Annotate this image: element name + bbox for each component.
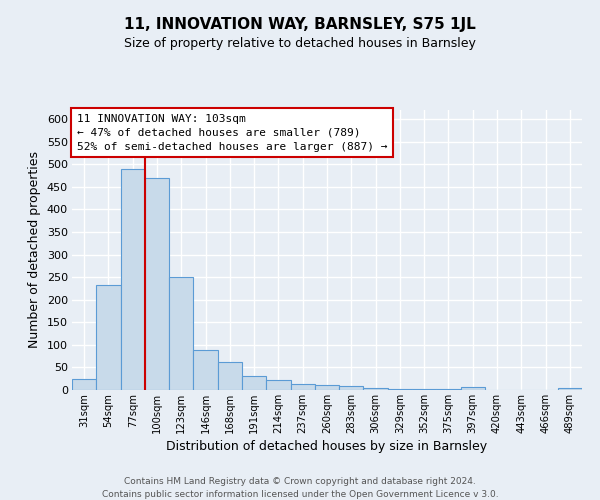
Bar: [436, 389, 461, 390]
Bar: [388, 388, 412, 390]
Bar: [364, 388, 388, 390]
Text: 11, INNOVATION WAY, BARNSLEY, S75 1JL: 11, INNOVATION WAY, BARNSLEY, S75 1JL: [124, 18, 476, 32]
Bar: [558, 388, 582, 390]
Y-axis label: Number of detached properties: Number of detached properties: [28, 152, 41, 348]
Text: Contains HM Land Registry data © Crown copyright and database right 2024.: Contains HM Land Registry data © Crown c…: [124, 478, 476, 486]
Bar: [121, 168, 145, 390]
Bar: [266, 380, 290, 390]
Text: Contains public sector information licensed under the Open Government Licence v : Contains public sector information licen…: [101, 490, 499, 499]
Text: Size of property relative to detached houses in Barnsley: Size of property relative to detached ho…: [124, 38, 476, 51]
X-axis label: Distribution of detached houses by size in Barnsley: Distribution of detached houses by size …: [166, 440, 488, 453]
Bar: [145, 178, 169, 390]
Bar: [315, 386, 339, 390]
Text: 11 INNOVATION WAY: 103sqm
← 47% of detached houses are smaller (789)
52% of semi: 11 INNOVATION WAY: 103sqm ← 47% of detac…: [77, 114, 388, 152]
Bar: [72, 378, 96, 390]
Bar: [461, 388, 485, 390]
Bar: [242, 376, 266, 390]
Bar: [290, 384, 315, 390]
Bar: [193, 350, 218, 390]
Bar: [412, 389, 436, 390]
Bar: [218, 362, 242, 390]
Bar: [96, 285, 121, 390]
Bar: [169, 277, 193, 390]
Bar: [339, 386, 364, 390]
